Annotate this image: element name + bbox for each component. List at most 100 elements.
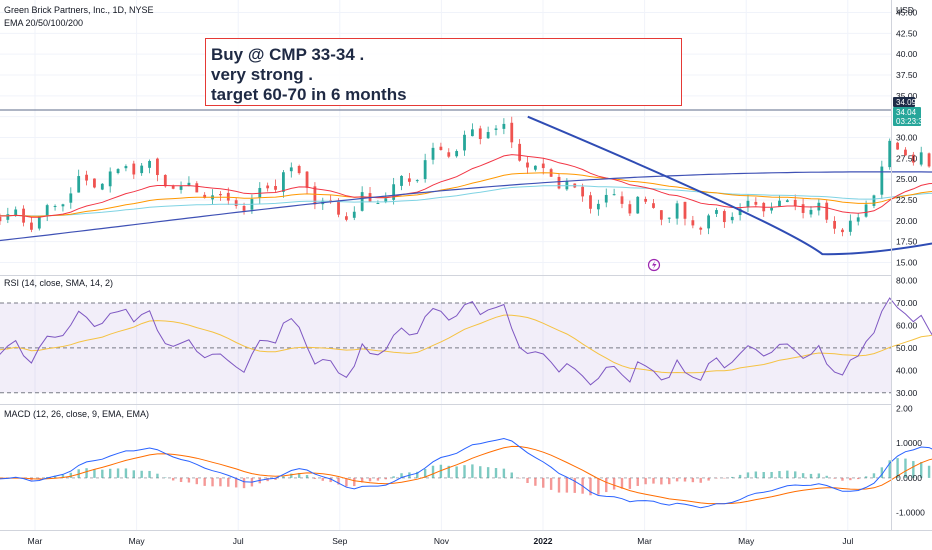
candle-body (14, 209, 18, 216)
candle-body (77, 176, 81, 193)
macd-histogram-bar (746, 472, 750, 478)
candle-body (904, 149, 907, 156)
rsi-tick-label: 40.00 (896, 365, 918, 375)
candle-body (880, 166, 884, 195)
time-axis[interactable]: MarMayJulSepNov2022MarMayJulSepNov2023Ma… (28, 536, 932, 546)
macd-histogram-bar (179, 477, 183, 482)
macd-histogram-bar (770, 471, 773, 478)
last-price-text: 34.04 (896, 108, 917, 117)
rsi-tick-label: 30.00 (896, 388, 918, 398)
rsi-legend[interactable]: RSI (14, close, SMA, 14, 2) (4, 278, 113, 288)
macd-histogram-bar (518, 477, 521, 479)
candle-body (242, 205, 246, 211)
currency-label: USD (896, 5, 914, 15)
macd-histogram-bar (833, 477, 836, 479)
price-axis[interactable]: 45.0042.5040.0037.5035.0032.5030.0027.50… (896, 8, 918, 268)
macd-histogram-bar (801, 473, 805, 478)
candle-body (486, 132, 490, 139)
macd-histogram-bar (904, 458, 907, 478)
macd-histogram-bar (864, 476, 868, 478)
candle-body (699, 227, 703, 230)
candle-body (187, 182, 191, 186)
candle-body (140, 165, 144, 174)
time-tick-label: Mar (637, 536, 652, 546)
macd-histogram-bar (849, 477, 852, 481)
lightning-alert-icon[interactable] (647, 258, 661, 272)
ema-legend[interactable]: EMA 20/50/100/200 (4, 18, 83, 28)
macd-tick-label: 1.0000 (896, 438, 922, 448)
candle-body (61, 204, 65, 207)
macd-histogram-bar (337, 477, 340, 485)
macd-histogram-bar (187, 477, 191, 483)
macd-histogram-bar (376, 477, 380, 481)
rsi-tick-label: 70.00 (896, 298, 918, 308)
macd-histogram-bar (896, 458, 899, 478)
symbol-title[interactable]: Green Brick Partners, Inc., 1D, NYSE (4, 5, 154, 15)
candle-body (691, 220, 695, 226)
rsi-ma-line (0, 314, 932, 374)
candle-body (337, 201, 340, 215)
candle-body (85, 174, 88, 181)
candle-body (195, 183, 199, 193)
macd-axis[interactable]: 2.00 1.0000 0.0000 -1.0000 (896, 403, 925, 517)
macd-histogram-bar (101, 469, 104, 478)
macd-histogram-bar (534, 477, 537, 486)
macd-histogram-bar (549, 477, 553, 490)
macd-histogram-bar (368, 477, 372, 482)
macd-histogram-bar (69, 472, 73, 478)
candle-body (778, 200, 781, 207)
candle-body (478, 128, 482, 140)
macd-histogram-bar (628, 477, 632, 489)
candle-body (274, 186, 277, 190)
candle-body (69, 193, 73, 203)
macd-line (0, 437, 932, 509)
candle-body (620, 196, 624, 204)
candle-body (0, 216, 2, 222)
candle-body (124, 166, 128, 169)
macd-histogram-bar (715, 477, 718, 479)
candle-body (888, 140, 892, 168)
macd-histogram-bar (786, 470, 789, 478)
macd-legend[interactable]: MACD (12, 26, close, 9, EMA, EMA) (4, 409, 149, 419)
candle-body (785, 200, 789, 203)
price-tick-label: 25.00 (896, 174, 918, 184)
candle-body (423, 160, 427, 180)
macd-histogram-bar (762, 472, 765, 478)
candle-body (203, 194, 207, 199)
candle-body (6, 214, 10, 220)
macd-histogram-bar (888, 460, 891, 478)
macd-histogram-bar (219, 477, 222, 487)
candle-body (415, 180, 419, 182)
candle-body (93, 178, 96, 188)
candle-body (919, 152, 923, 165)
candle-body (872, 195, 876, 206)
grid (0, 0, 891, 530)
candle-body (30, 222, 33, 230)
annotation-box[interactable] (205, 38, 682, 106)
candle-body (675, 203, 679, 219)
macd-histogram-bar (731, 476, 734, 478)
macd-histogram-bar (526, 477, 529, 484)
macd-histogram-bar (612, 477, 616, 490)
macd-histogram-bar (164, 477, 167, 478)
candle-body (266, 185, 270, 189)
macd-histogram-bar (431, 465, 435, 478)
macd-histogram-bar (542, 477, 545, 488)
candle-body (289, 167, 293, 172)
candle-body (53, 205, 57, 207)
candle-body (518, 143, 522, 161)
rsi-axis[interactable]: 80.00 70.00 60.00 50.00 40.00 30.00 (896, 275, 918, 397)
candle-body (148, 160, 151, 168)
candle-body (667, 217, 671, 219)
candle-body (305, 171, 309, 188)
macd-histogram-bar (423, 468, 427, 478)
price-tick-label: 30.00 (896, 133, 918, 143)
macd-histogram-bar (699, 477, 702, 483)
candle-body (226, 192, 230, 201)
macd-histogram-bar (597, 477, 600, 495)
macd-histogram-bar (463, 465, 466, 478)
candle-body (116, 169, 120, 174)
macd-histogram-bar (93, 469, 96, 478)
